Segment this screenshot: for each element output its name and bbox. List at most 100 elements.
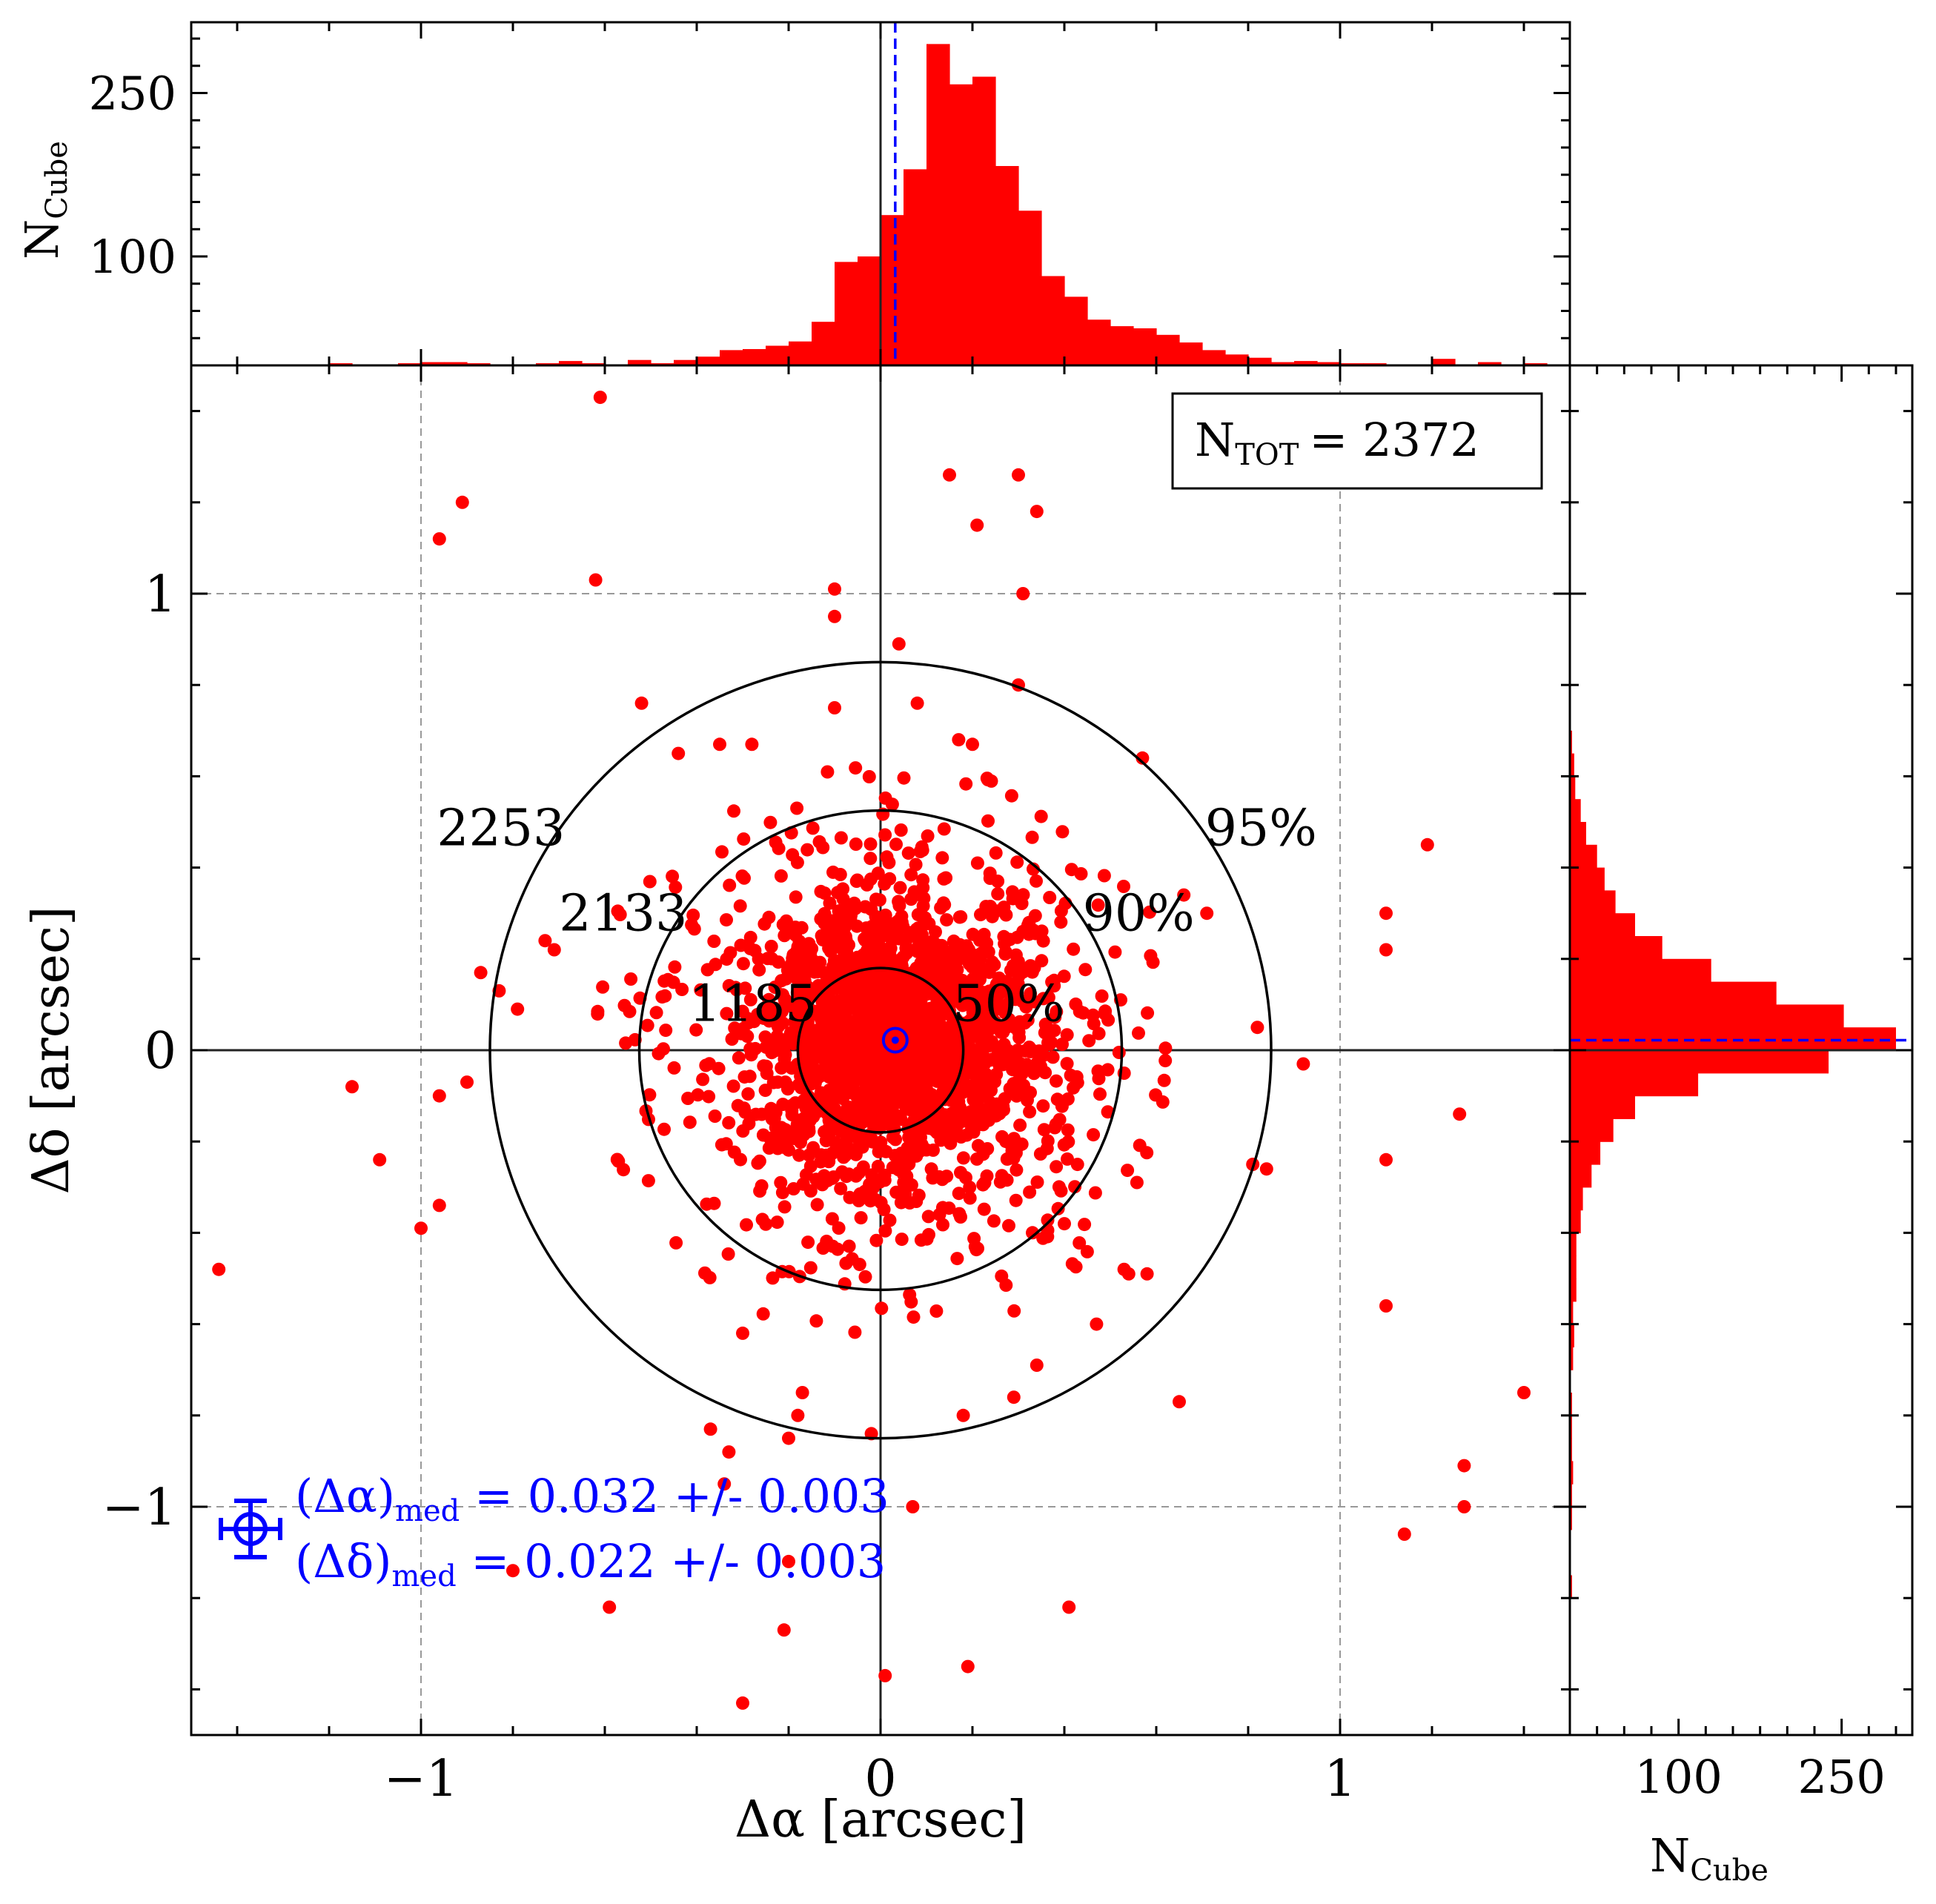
data-point	[889, 1132, 903, 1147]
data-point	[961, 1659, 975, 1674]
data-point	[863, 837, 878, 851]
data-point	[888, 993, 902, 1006]
data-point	[1457, 1500, 1471, 1513]
data-point	[761, 1001, 775, 1015]
histogram-bar	[904, 169, 927, 365]
data-point	[878, 877, 892, 891]
data-point	[901, 1141, 915, 1155]
count-label: 1185	[689, 975, 818, 1033]
data-point	[691, 1088, 705, 1102]
data-point	[916, 1081, 930, 1095]
histogram-bar	[1248, 357, 1272, 365]
histogram-bar	[559, 361, 583, 365]
data-point	[909, 858, 923, 872]
histogram-bar	[858, 256, 881, 365]
data-point	[1037, 1123, 1051, 1137]
data-point	[872, 1144, 886, 1158]
data-point	[1021, 1013, 1035, 1027]
data-point	[843, 1046, 857, 1061]
data-point	[894, 823, 908, 837]
data-point	[839, 933, 853, 947]
data-point	[791, 1408, 805, 1422]
data-point	[935, 1007, 949, 1021]
data-point	[849, 837, 863, 851]
data-point	[886, 1116, 900, 1130]
data-point	[882, 855, 896, 869]
data-point	[1517, 1386, 1531, 1399]
data-point	[1140, 1267, 1154, 1281]
data-point	[916, 873, 930, 887]
data-point	[928, 957, 942, 971]
data-point	[736, 1326, 749, 1340]
data-point	[950, 1252, 964, 1266]
data-point	[985, 909, 999, 923]
data-point	[961, 982, 975, 996]
histogram-bar	[1570, 1255, 1577, 1279]
data-point	[807, 1032, 821, 1046]
data-point	[831, 1056, 845, 1070]
data-point	[1007, 958, 1021, 972]
legend-marker-icon	[219, 1499, 282, 1559]
data-point	[801, 1235, 815, 1250]
data-point	[1064, 863, 1078, 877]
data-point	[1132, 1026, 1145, 1040]
histogram-bar	[1294, 361, 1318, 365]
data-point	[669, 1235, 683, 1250]
data-point	[752, 963, 766, 977]
data-point	[755, 1213, 769, 1227]
data-point	[872, 981, 886, 995]
data-point	[1453, 1107, 1467, 1121]
svg-text:NTOT= 2372: NTOT = 2372	[1195, 413, 1479, 472]
histogram-bar	[1570, 1301, 1574, 1325]
data-point	[944, 944, 958, 958]
data-point	[796, 1177, 810, 1191]
data-point	[835, 1018, 849, 1032]
histogram-bar	[1179, 342, 1203, 365]
data-point	[963, 1191, 977, 1205]
data-point	[802, 1148, 816, 1162]
data-point	[848, 985, 862, 999]
histogram-bar	[1225, 354, 1249, 365]
data-point	[763, 1014, 777, 1028]
data-point	[732, 1051, 746, 1065]
data-point	[803, 1159, 818, 1173]
data-point	[860, 1008, 874, 1022]
data-point	[960, 1026, 974, 1041]
data-point	[432, 1089, 446, 1103]
data-point	[1009, 1193, 1023, 1207]
data-point	[1457, 1459, 1471, 1473]
data-point	[929, 1021, 943, 1035]
data-point	[1000, 1173, 1014, 1187]
histogram-bar	[1570, 776, 1576, 800]
data-point	[974, 908, 987, 922]
data-point	[719, 1137, 733, 1151]
top-ylabel-sub: Cube	[40, 141, 74, 219]
data-point	[737, 832, 751, 846]
histogram-bar	[766, 345, 789, 365]
data-point	[856, 1088, 870, 1102]
data-point	[802, 962, 816, 976]
median-marker	[881, 1026, 909, 1054]
data-point	[843, 1190, 857, 1204]
histogram-bar	[1570, 1187, 1583, 1211]
data-point	[766, 1271, 780, 1285]
data-point	[899, 1102, 913, 1116]
data-point	[1009, 992, 1023, 1006]
histogram-bar	[1087, 319, 1111, 365]
histogram-bar	[1110, 326, 1134, 365]
right-histogram-lines	[1570, 1038, 1912, 1052]
data-point	[987, 1214, 1001, 1228]
data-point	[842, 1239, 856, 1253]
data-point	[956, 1151, 970, 1165]
data-point	[715, 845, 729, 859]
data-point	[913, 845, 927, 858]
data-point	[782, 1554, 795, 1568]
data-point	[866, 1067, 881, 1081]
data-point	[959, 949, 973, 963]
data-point	[765, 1112, 779, 1126]
data-point	[934, 900, 948, 915]
data-point	[803, 1261, 818, 1275]
data-point	[869, 1233, 884, 1247]
top-histogram-ticks: 100 250	[89, 22, 1570, 365]
data-point	[963, 1064, 977, 1078]
